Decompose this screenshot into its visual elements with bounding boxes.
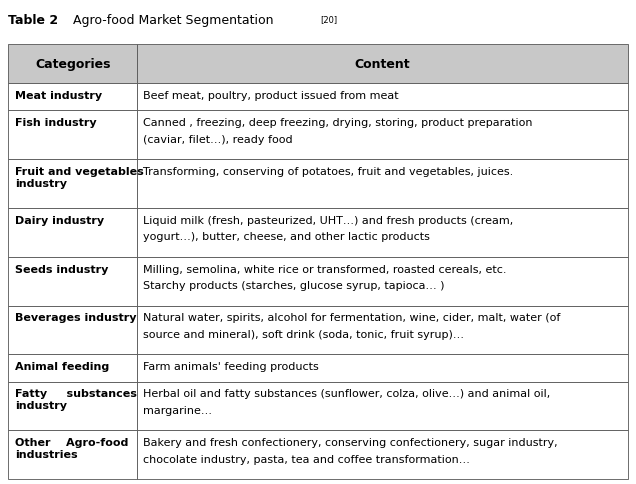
Text: Beverages industry: Beverages industry (15, 313, 136, 323)
Bar (137, 160, 628, 209)
Text: Liquid milk (fresh, pasteurized, UHT…) and fresh products (cream,
yogurt…), butt: Liquid milk (fresh, pasteurized, UHT…) a… (144, 215, 514, 242)
Bar (8, 84, 137, 111)
Bar (137, 209, 628, 257)
Text: Natural water, spirits, alcohol for fermentation, wine, cider, malt, water (of
s: Natural water, spirits, alcohol for ferm… (144, 313, 561, 339)
Bar (8, 257, 137, 306)
Text: Herbal oil and fatty substances (sunflower, colza, olive…) and animal oil,
marga: Herbal oil and fatty substances (sunflow… (144, 389, 551, 415)
Text: Fish industry: Fish industry (15, 118, 96, 128)
Text: Categories: Categories (35, 58, 111, 71)
Bar (8, 111, 137, 160)
Bar (137, 45, 628, 84)
Bar (8, 306, 137, 355)
Text: Dairy industry: Dairy industry (15, 215, 104, 226)
Bar (8, 209, 137, 257)
Bar (8, 382, 137, 430)
Text: Content: Content (355, 58, 410, 71)
Bar (137, 84, 628, 111)
Text: [20]: [20] (320, 15, 337, 24)
Bar (8, 160, 137, 209)
Text: Canned , freezing, deep freezing, drying, storing, product preparation
(caviar, : Canned , freezing, deep freezing, drying… (144, 118, 533, 144)
Text: Fatty     substances
industry: Fatty substances industry (15, 389, 137, 410)
Bar (137, 306, 628, 355)
Bar (8, 355, 137, 382)
Text: Fruit and vegetables
industry: Fruit and vegetables industry (15, 166, 143, 188)
Bar (137, 382, 628, 430)
Text: Meat industry: Meat industry (15, 91, 102, 101)
Bar (137, 355, 628, 382)
Bar (137, 257, 628, 306)
Bar (8, 45, 137, 84)
Bar (137, 111, 628, 160)
Text: Transforming, conserving of potatoes, fruit and vegetables, juices.: Transforming, conserving of potatoes, fr… (144, 166, 514, 177)
Text: Other    Agro-food
industries: Other Agro-food industries (15, 437, 128, 459)
Text: Table 2: Table 2 (8, 14, 59, 27)
Text: Seeds industry: Seeds industry (15, 264, 108, 274)
Text: Milling, semolina, white rice or transformed, roasted cereals, etc.
Starchy prod: Milling, semolina, white rice or transfo… (144, 264, 507, 290)
Text: Farm animals' feeding products: Farm animals' feeding products (144, 362, 319, 372)
Text: Agro-food Market Segmentation: Agro-food Market Segmentation (69, 14, 277, 27)
Text: Bakery and fresh confectionery, conserving confectionery, sugar industry,
chocol: Bakery and fresh confectionery, conservi… (144, 437, 558, 464)
Text: Animal feeding: Animal feeding (15, 362, 109, 372)
Bar (137, 430, 628, 479)
Text: Beef meat, poultry, product issued from meat: Beef meat, poultry, product issued from … (144, 91, 399, 101)
Bar (8, 430, 137, 479)
